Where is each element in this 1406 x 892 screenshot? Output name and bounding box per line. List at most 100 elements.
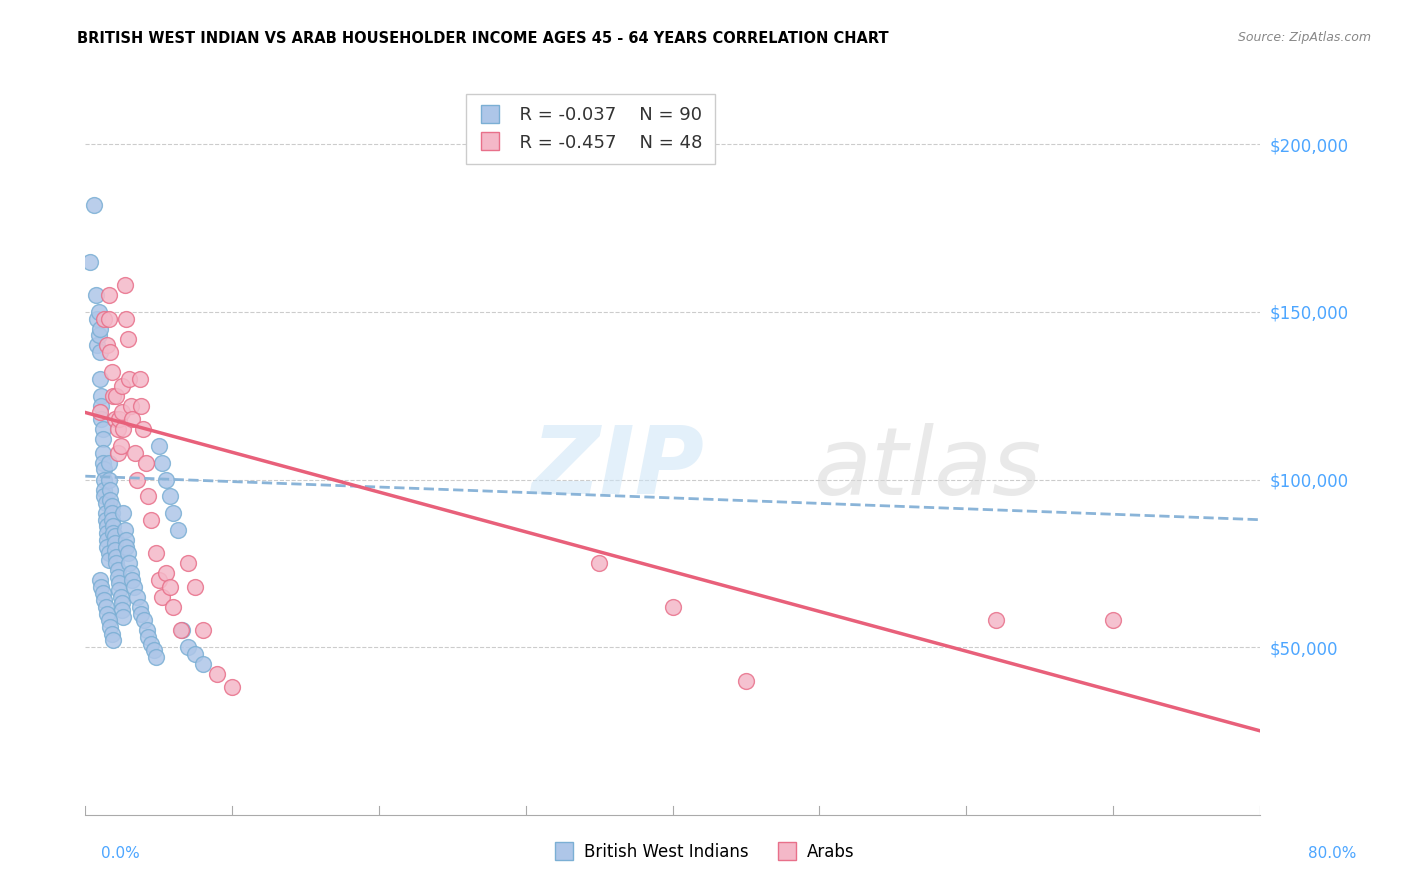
Text: ZIP: ZIP bbox=[531, 422, 704, 514]
Point bbox=[87, 305, 110, 319]
Point bbox=[89, 322, 111, 336]
Point bbox=[108, 576, 131, 591]
Point bbox=[87, 328, 110, 343]
Point bbox=[98, 345, 121, 359]
Text: atlas: atlas bbox=[814, 423, 1042, 514]
Point bbox=[177, 556, 200, 570]
Point bbox=[121, 573, 143, 587]
Point bbox=[112, 610, 135, 624]
Point bbox=[138, 630, 160, 644]
Point bbox=[112, 506, 135, 520]
Point bbox=[145, 650, 167, 665]
Point bbox=[128, 372, 150, 386]
Point bbox=[184, 647, 207, 661]
Point bbox=[108, 412, 131, 426]
Point bbox=[94, 496, 117, 510]
Point bbox=[112, 422, 135, 436]
Point bbox=[103, 389, 125, 403]
Point bbox=[661, 599, 683, 614]
Point bbox=[94, 506, 117, 520]
Point bbox=[107, 563, 129, 577]
Point bbox=[111, 378, 134, 392]
Point bbox=[588, 556, 610, 570]
Point bbox=[128, 599, 150, 614]
Point bbox=[93, 473, 115, 487]
Point bbox=[221, 680, 243, 694]
Point bbox=[96, 526, 118, 541]
Point bbox=[94, 513, 117, 527]
Point bbox=[93, 311, 115, 326]
Point bbox=[97, 288, 120, 302]
Point bbox=[89, 405, 111, 419]
Text: 80.0%: 80.0% bbox=[1309, 846, 1357, 861]
Point bbox=[107, 446, 129, 460]
Point bbox=[93, 462, 115, 476]
Point bbox=[111, 597, 134, 611]
Point bbox=[97, 311, 120, 326]
Point bbox=[166, 523, 188, 537]
Point bbox=[94, 599, 117, 614]
Point bbox=[93, 483, 115, 497]
Point bbox=[96, 519, 118, 533]
Point bbox=[131, 422, 153, 436]
Point bbox=[148, 439, 170, 453]
Point bbox=[115, 533, 138, 547]
Point bbox=[110, 590, 132, 604]
Point bbox=[91, 432, 114, 446]
Point bbox=[148, 573, 170, 587]
Point bbox=[117, 332, 139, 346]
Point bbox=[141, 637, 163, 651]
Point bbox=[79, 254, 101, 268]
Point bbox=[134, 456, 156, 470]
Point bbox=[159, 580, 181, 594]
Point bbox=[118, 556, 141, 570]
Point bbox=[104, 529, 127, 543]
Point bbox=[136, 624, 159, 638]
Point bbox=[162, 599, 184, 614]
Point bbox=[111, 603, 134, 617]
Point bbox=[89, 372, 111, 386]
Point bbox=[145, 546, 167, 560]
Point bbox=[120, 399, 142, 413]
Point bbox=[93, 489, 115, 503]
Point bbox=[117, 546, 139, 560]
Point bbox=[96, 533, 118, 547]
Point bbox=[111, 405, 134, 419]
Point bbox=[98, 483, 121, 497]
Legend:   R = -0.037    N = 90,   R = -0.457    N = 48: R = -0.037 N = 90, R = -0.457 N = 48 bbox=[467, 94, 714, 164]
Point bbox=[150, 456, 173, 470]
Point bbox=[96, 540, 118, 554]
Point bbox=[124, 446, 146, 460]
Point bbox=[125, 473, 148, 487]
Point bbox=[100, 506, 122, 520]
Point bbox=[184, 580, 207, 594]
Point bbox=[118, 372, 141, 386]
Point bbox=[91, 422, 114, 436]
Point bbox=[191, 624, 214, 638]
Point bbox=[155, 473, 177, 487]
Point bbox=[100, 365, 122, 379]
Point bbox=[89, 345, 111, 359]
Point bbox=[125, 590, 148, 604]
Point bbox=[104, 536, 127, 550]
Point bbox=[100, 626, 122, 640]
Point bbox=[120, 566, 142, 581]
Point bbox=[84, 288, 107, 302]
Point bbox=[138, 489, 160, 503]
Point bbox=[98, 620, 121, 634]
Point bbox=[162, 506, 184, 520]
Point bbox=[96, 338, 118, 352]
Point bbox=[103, 633, 125, 648]
Point bbox=[105, 549, 128, 564]
Point bbox=[89, 573, 111, 587]
Point bbox=[97, 546, 120, 560]
Point bbox=[121, 412, 143, 426]
Point bbox=[155, 566, 177, 581]
Point bbox=[170, 624, 193, 638]
Point bbox=[159, 489, 181, 503]
Point bbox=[97, 473, 120, 487]
Point bbox=[108, 583, 131, 598]
Point bbox=[97, 456, 120, 470]
Point bbox=[86, 338, 108, 352]
Point bbox=[91, 446, 114, 460]
